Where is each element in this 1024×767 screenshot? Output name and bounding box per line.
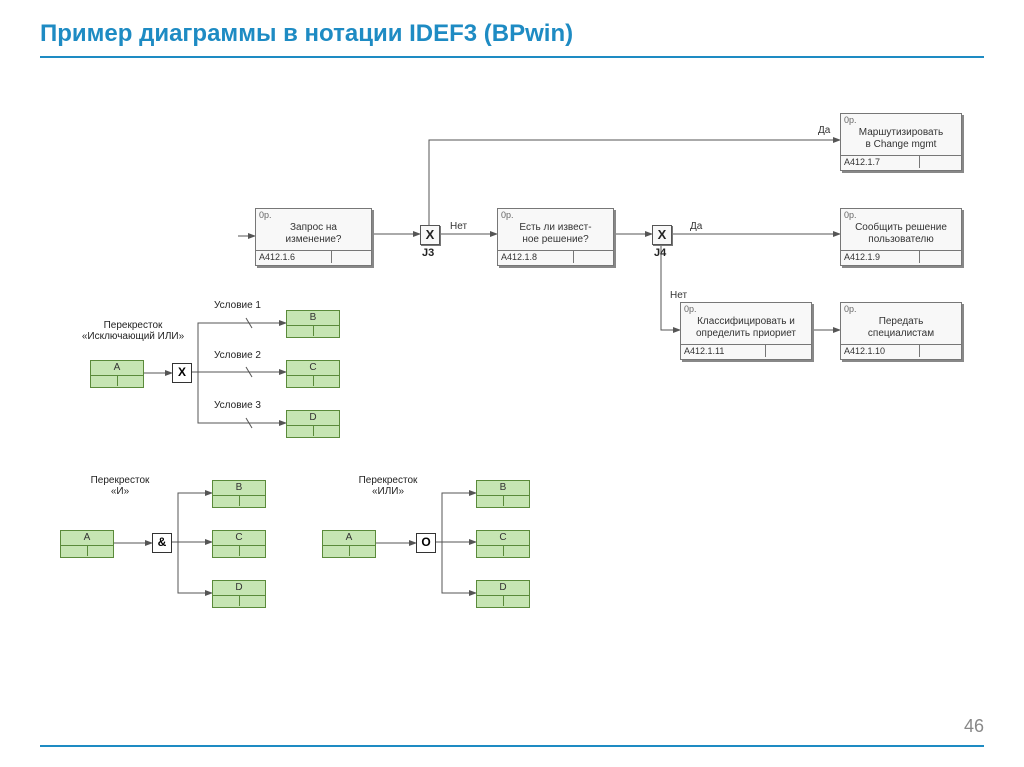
legend-and-b: B bbox=[212, 480, 266, 508]
legend-xor-c: C bbox=[286, 360, 340, 388]
diagram-canvas: 0р.Запрос наизменение?A412.1.6 0р.Есть ли… bbox=[0, 0, 1024, 767]
legend-and-a: A bbox=[60, 530, 114, 558]
legend-or-c: C bbox=[476, 530, 530, 558]
legend-xor-d: D bbox=[286, 410, 340, 438]
legend-or-a: A bbox=[322, 530, 376, 558]
uob-b4: 0р.Сообщить решениепользователюA412.1.9 bbox=[840, 208, 962, 266]
uob-b3: 0р.Маршутизироватьв Change mgmtA412.1.7 bbox=[840, 113, 962, 171]
page-number: 46 bbox=[964, 716, 984, 737]
legend-or-title: Перекресток«ИЛИ» bbox=[348, 475, 428, 497]
legend-xor-cond1: Условие 1 bbox=[214, 300, 261, 311]
junction-label-j4: J4 bbox=[654, 247, 666, 259]
junction-label-j3: J3 bbox=[422, 247, 434, 259]
legend-or-b: B bbox=[476, 480, 530, 508]
junction-j3: X bbox=[420, 225, 440, 245]
uob-b5: 0р.Классифицировать иопределить приориет… bbox=[680, 302, 812, 360]
edge-label-e4: Нет bbox=[670, 290, 687, 301]
legend-xor-title: Перекресток«Исключающий ИЛИ» bbox=[78, 320, 188, 342]
edge-label-e3: Да bbox=[818, 125, 830, 136]
legend-and-d: D bbox=[212, 580, 266, 608]
edge-label-e2: Да bbox=[690, 221, 702, 232]
legend-xor-a: A bbox=[90, 360, 144, 388]
uob-b2: 0р.Есть ли извест-ное решение?A412.1.8 bbox=[497, 208, 614, 266]
legend-xor-cond3: Условие 3 bbox=[214, 400, 261, 411]
uob-b1: 0р.Запрос наизменение?A412.1.6 bbox=[255, 208, 372, 266]
legend-and-title: Перекресток«И» bbox=[80, 475, 160, 497]
legend-xor-b: B bbox=[286, 310, 340, 338]
uob-b6: 0р.ПередатьспециалистамA412.1.10 bbox=[840, 302, 962, 360]
junction-j4: X bbox=[652, 225, 672, 245]
legend-and-junction: & bbox=[152, 533, 172, 553]
legend-xor-junction: X bbox=[172, 363, 192, 383]
legend-or-d: D bbox=[476, 580, 530, 608]
legend-and-c: C bbox=[212, 530, 266, 558]
legend-or-junction: O bbox=[416, 533, 436, 553]
legend-xor-cond2: Условие 2 bbox=[214, 350, 261, 361]
edge-label-e1: Нет bbox=[450, 221, 467, 232]
footer-underline bbox=[40, 745, 984, 747]
